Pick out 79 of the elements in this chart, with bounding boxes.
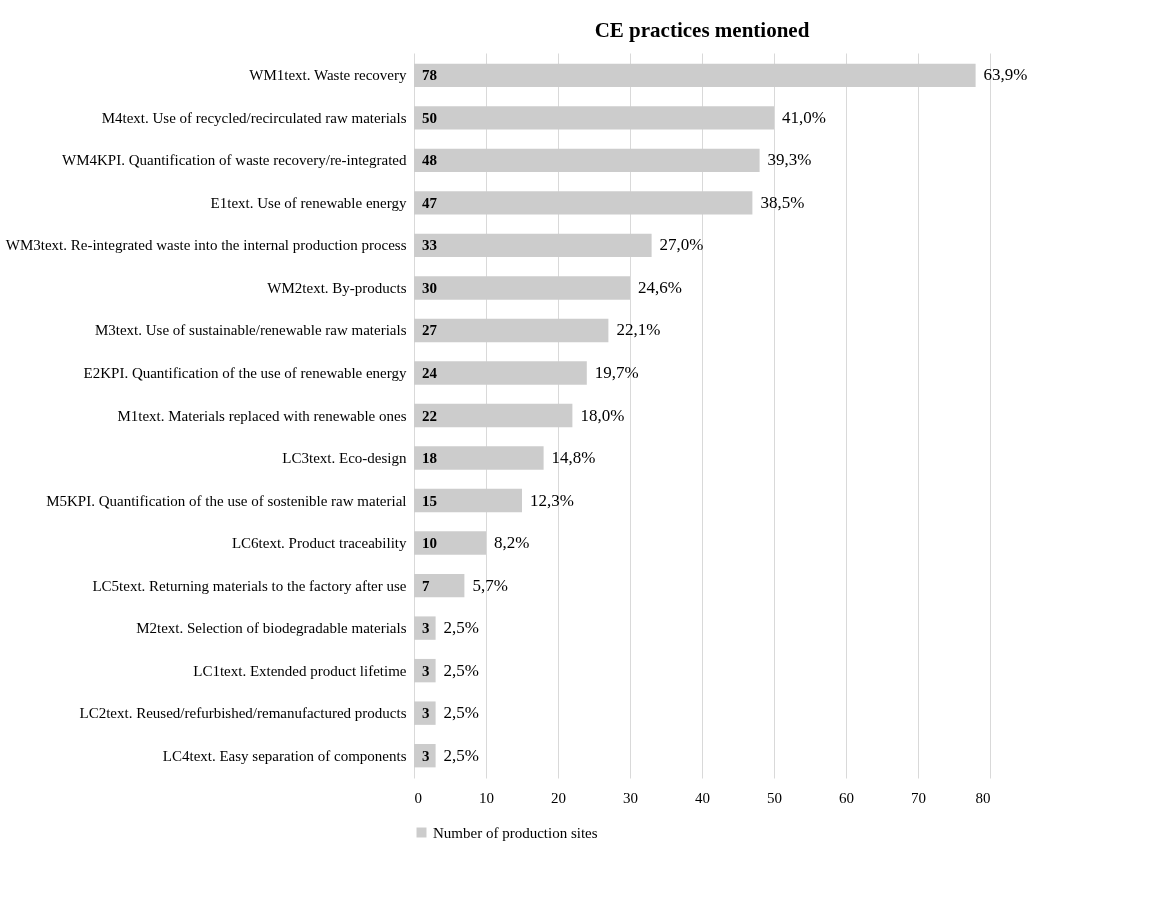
- data-label: 48: [422, 152, 437, 169]
- legend-label: Number of production sites: [433, 824, 598, 841]
- annotation: 2,5%: [443, 745, 480, 765]
- data-label: 3: [422, 620, 430, 637]
- annotation: 12,3%: [530, 490, 574, 510]
- annotation: 38,5%: [760, 192, 805, 212]
- data-label: 10: [422, 535, 437, 552]
- bar: [414, 616, 436, 640]
- bar: [414, 446, 544, 470]
- bar: [414, 191, 753, 215]
- x-tick-label: 60: [839, 789, 854, 806]
- bar: [414, 106, 774, 130]
- bar: [414, 573, 465, 598]
- x-tick-label: 30: [623, 789, 638, 806]
- x-tick-label: 0: [414, 789, 422, 806]
- y-tick-label: WM4KPI. Quantification of waste recovery/re-integrated: [62, 152, 407, 169]
- y-tick-label: E1text. Use of renewable energy: [210, 194, 407, 211]
- chart-title: CE practices mentioned: [594, 18, 810, 42]
- y-tick-label: LC4text. Easy separation of components: [162, 747, 407, 764]
- y-tick-label: WM3text. Re-integrated waste into the internal production process: [5, 237, 407, 254]
- data-label: 3: [422, 662, 430, 679]
- data-label: 7: [422, 577, 430, 594]
- data-label: 27: [422, 322, 438, 339]
- data-label: 30: [422, 279, 437, 296]
- bar: [414, 403, 573, 428]
- annotation: 24,6%: [638, 277, 682, 297]
- bar: [414, 743, 436, 768]
- x-tick-label: 20: [551, 789, 566, 806]
- y-tick-label: LC3text. Eco-design: [282, 450, 407, 467]
- data-label: 3: [422, 705, 430, 722]
- bar: [414, 318, 609, 343]
- bar: [414, 361, 587, 385]
- data-label: 3: [422, 747, 430, 764]
- y-tick-label: LC1text. Extended product lifetime: [193, 662, 407, 679]
- x-tick-label: 50: [767, 789, 782, 806]
- data-label: 15: [422, 492, 437, 509]
- y-tick-label: M2text. Selection of biodegradable materials: [136, 620, 407, 637]
- y-tick-label: E2KPI. Quantification of the use of renewable energy: [83, 364, 407, 381]
- data-label: 33: [422, 237, 437, 254]
- y-tick-label: LC6text. Product traceability: [231, 535, 407, 552]
- annotation: 14,8%: [551, 448, 596, 468]
- annotation: 22,1%: [616, 320, 661, 340]
- data-label: 24: [422, 364, 438, 381]
- annotation: 27,0%: [659, 235, 704, 255]
- data-label: 78: [422, 67, 437, 84]
- data-label: 50: [422, 109, 437, 126]
- bar: [414, 531, 486, 555]
- y-tick-label: M1text. Materials replaced with renewable ones: [117, 407, 407, 424]
- x-tick-label: 40: [695, 789, 710, 806]
- y-tick-label: M3text. Use of sustainable/renewable raw materials: [94, 322, 407, 339]
- data-label: 22: [422, 407, 437, 424]
- bar: [414, 276, 630, 300]
- y-tick-label: WM2text. By-products: [267, 279, 407, 296]
- x-tick-label: 10: [479, 789, 494, 806]
- y-tick-label: LC5text. Returning materials to the factory after use: [92, 577, 407, 594]
- bar: [414, 233, 652, 258]
- data-label: 47: [422, 194, 438, 211]
- annotation: 5,7%: [472, 575, 508, 595]
- y-tick-label: LC2text. Reused/refurbished/remanufactured products: [79, 705, 407, 722]
- annotation: 2,5%: [443, 660, 480, 680]
- data-label: 18: [422, 450, 437, 467]
- annotation: 2,5%: [443, 618, 480, 638]
- y-tick-label: M4text. Use of recycled/recirculated raw materials: [101, 109, 407, 126]
- bar: [414, 701, 436, 725]
- annotation: 19,7%: [594, 362, 639, 382]
- annotation: 41,0%: [782, 107, 826, 127]
- bar: [414, 488, 522, 513]
- x-tick-label: 70: [911, 789, 926, 806]
- bar: [414, 148, 760, 173]
- y-tick-label: WM1text. Waste recovery: [249, 67, 407, 84]
- annotation: 8,2%: [494, 533, 530, 553]
- bar: [414, 63, 976, 88]
- annotation: 39,3%: [767, 150, 812, 170]
- annotation: 18,0%: [580, 405, 625, 425]
- annotation: 2,5%: [443, 703, 480, 723]
- y-tick-label: M5KPI. Quantification of the use of sostenible raw material: [46, 492, 407, 509]
- bar: [414, 658, 436, 683]
- annotation: 63,9%: [983, 65, 1028, 85]
- x-tick-label: 80: [975, 789, 991, 806]
